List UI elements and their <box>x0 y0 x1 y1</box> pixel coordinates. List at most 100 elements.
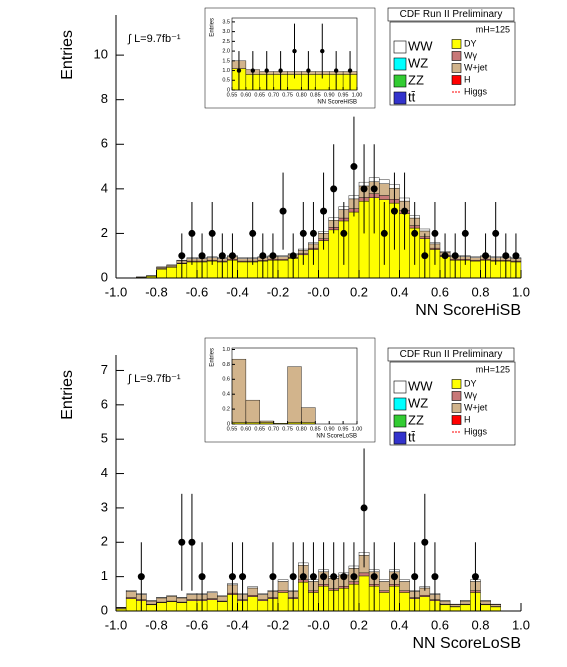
data-point <box>320 207 328 215</box>
x-tick-label: 0.80 <box>296 426 307 432</box>
legend-swatch <box>393 40 407 54</box>
stack-segment <box>176 597 188 599</box>
stack-segment <box>480 604 491 612</box>
chart-title: CDF Run II Preliminary <box>400 9 503 20</box>
stack-segment <box>439 600 451 605</box>
stack-segment <box>490 604 501 607</box>
x-tick-label: -0.6 <box>186 284 208 299</box>
x-tick-label: 0.6 <box>431 617 449 632</box>
stack-segment <box>277 256 289 260</box>
legend-swatch <box>451 75 462 85</box>
x-tick-label: 0.95 <box>338 92 349 98</box>
y-tick-label: 0 <box>227 421 230 427</box>
data-point <box>340 573 348 581</box>
y-tick-label: 3.5 <box>222 19 230 25</box>
stack-segment <box>259 420 274 423</box>
data-point <box>431 229 439 237</box>
data-point <box>360 185 368 193</box>
y-tick-label: 3 <box>101 499 108 514</box>
data-point <box>441 252 449 260</box>
data-point <box>292 48 297 54</box>
x-tick-label: -0.6 <box>186 617 208 632</box>
data-point <box>188 538 196 546</box>
stack-segment <box>480 600 491 602</box>
y-tick-label: 4 <box>101 180 108 195</box>
y-axis-label: Entries <box>59 30 76 80</box>
stack-segment <box>419 594 431 597</box>
stack-segment <box>419 228 431 232</box>
stack-segment <box>379 581 390 591</box>
data-point <box>249 229 257 237</box>
y-tick-label: 1 <box>101 568 108 583</box>
data-point <box>370 573 378 581</box>
legend-label: DY <box>464 38 477 48</box>
stack-segment <box>399 581 410 591</box>
x-tick-label: 0.80 <box>296 92 307 98</box>
data-point <box>451 252 459 260</box>
x-tick-label: 0.4 <box>390 284 408 299</box>
data-point <box>198 252 206 260</box>
stack-segment <box>399 592 410 612</box>
data-point <box>330 185 338 193</box>
legend-label: ZZ <box>408 72 424 87</box>
data-point <box>411 229 419 237</box>
data-point <box>401 207 409 215</box>
x-tick-label: -0.8 <box>145 284 167 299</box>
stack-segment <box>146 600 157 602</box>
legend-label: W+jet <box>464 62 488 72</box>
stack-segment <box>237 257 248 259</box>
stack-segment <box>186 594 198 600</box>
data-point <box>306 68 311 73</box>
y-tick-label: 0 <box>227 87 230 93</box>
data-point <box>236 68 242 73</box>
data-point <box>411 573 419 581</box>
data-point <box>239 573 247 581</box>
data-point <box>228 252 236 260</box>
legend-label: WZ <box>408 395 428 410</box>
stack-segment <box>206 599 218 612</box>
data-point <box>309 229 317 237</box>
inset-frame <box>231 17 358 91</box>
stack-segment <box>245 399 260 423</box>
stack-segment <box>439 604 451 612</box>
legend-label: tt̄ <box>408 89 416 104</box>
stack-segment <box>176 602 188 612</box>
stack-segment <box>277 255 289 257</box>
legend-label: Wγ <box>464 390 477 400</box>
legend-swatch <box>393 397 407 411</box>
data-point <box>421 252 429 260</box>
data-point <box>259 252 267 260</box>
stack-segment <box>257 594 269 600</box>
data-point <box>502 252 510 260</box>
stack-segment <box>449 606 461 612</box>
x-tick-label: -0.2 <box>267 617 289 632</box>
x-tick-label: 0.90 <box>324 92 335 98</box>
y-tick-label: 0.5 <box>222 78 230 84</box>
x-axis-label: NN ScoreHiSB <box>317 100 357 106</box>
data-point <box>390 573 398 581</box>
legend-label: WW <box>408 378 433 393</box>
x-tick-label: 0.65 <box>254 92 265 98</box>
stack-segment <box>217 601 228 612</box>
stack-segment <box>470 257 481 261</box>
stack-segment <box>176 597 188 603</box>
data-point <box>218 252 226 260</box>
data-point <box>299 573 307 581</box>
y-tick-label: 8 <box>101 91 108 106</box>
stack-segment <box>328 229 339 279</box>
stack-segment <box>480 600 491 605</box>
legend-label: WW <box>408 38 433 53</box>
legend-swatch <box>451 403 462 413</box>
legend-swatch <box>451 415 462 425</box>
x-tick-label: -0.2 <box>267 284 289 299</box>
y-tick-label: 10 <box>94 47 108 62</box>
data-point <box>330 573 338 581</box>
legend-swatch <box>451 63 462 73</box>
stack-segment <box>156 602 167 612</box>
data-point <box>350 573 358 581</box>
stack-segment <box>277 590 289 593</box>
stack-segment <box>237 258 248 262</box>
legend-label: ZZ <box>408 412 424 427</box>
x-tick-label: -1.0 <box>105 617 127 632</box>
x-tick-label: 0.8 <box>471 284 489 299</box>
